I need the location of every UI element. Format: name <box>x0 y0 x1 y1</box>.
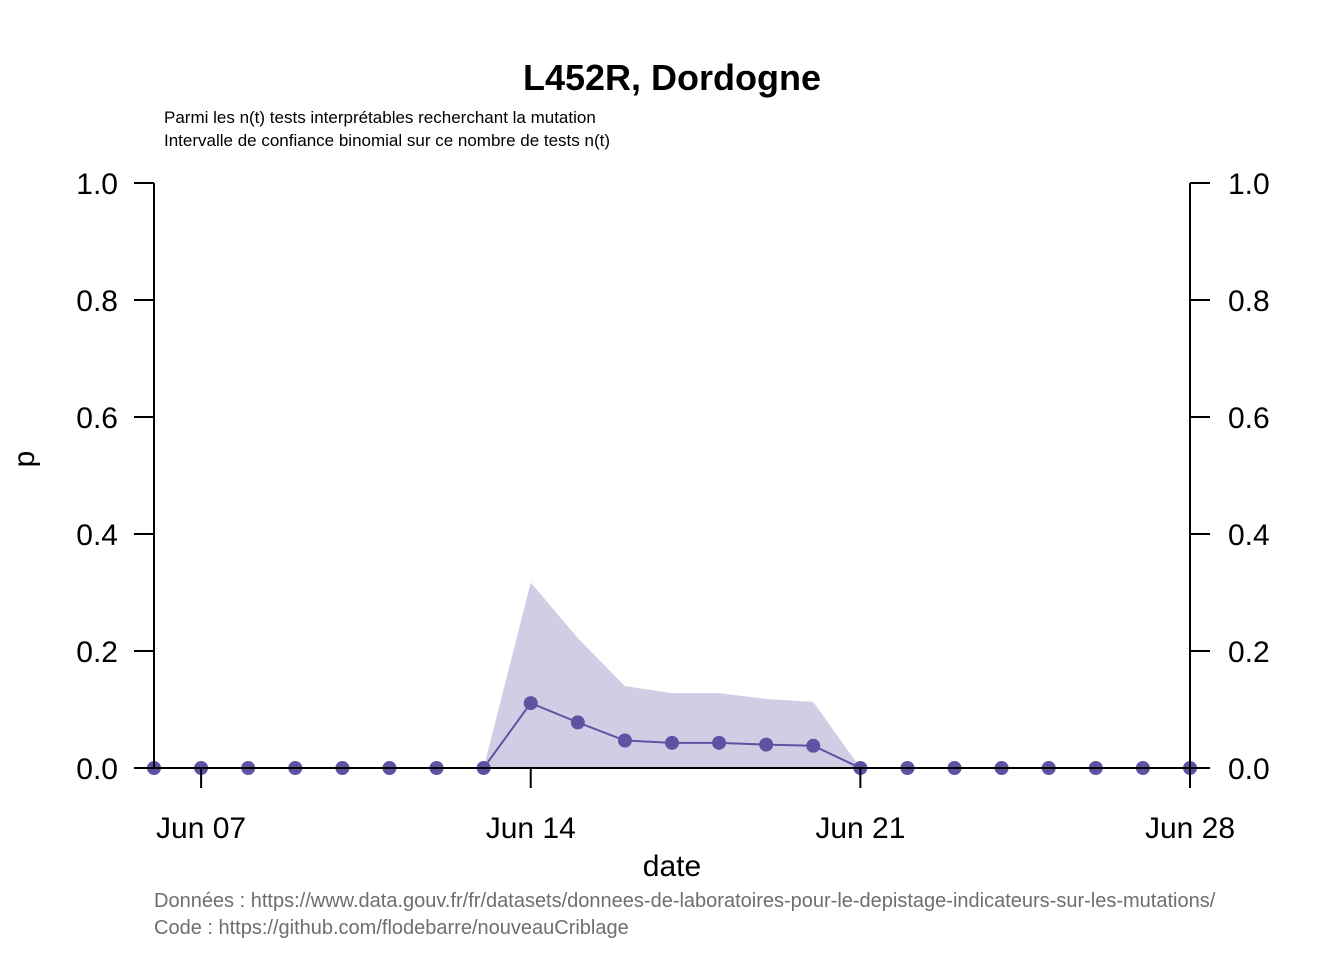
data-point <box>523 696 538 711</box>
data-point <box>712 735 727 750</box>
y-ticks-left: 0.0 0.2 0.4 0.6 0.8 1.0 <box>76 168 154 786</box>
y-axis-right: 0.0 0.2 0.4 0.6 0.8 1.0 <box>1189 168 1270 786</box>
y-tick-label: 0.0 <box>76 753 118 786</box>
y-right-tick-label: 1.0 <box>1228 168 1270 201</box>
plot-area <box>147 582 1197 775</box>
data-point <box>617 733 632 748</box>
data-point <box>665 735 679 750</box>
x-tick-label: Jun 28 <box>1145 812 1235 845</box>
data-point <box>759 737 774 752</box>
y-tick-label: 0.8 <box>76 285 118 318</box>
x-tick-label: Jun 07 <box>156 812 246 845</box>
chart-subtitle-line-2: Intervalle de confiance binomial sur ce … <box>164 131 610 150</box>
code-source-line: Code : https://github.com/flodebarre/nou… <box>154 917 629 939</box>
chart-subtitle-line-1: Parmi les n(t) tests interprétables rech… <box>164 108 596 127</box>
data-point <box>806 738 821 753</box>
y-tick-label: 1.0 <box>76 168 118 201</box>
y-axis-left: 0.0 0.2 0.4 0.6 0.8 1.0 <box>76 168 155 786</box>
y-ticks-right: 0.0 0.2 0.4 0.6 0.8 1.0 <box>1190 168 1270 786</box>
x-axis: Jun 07 Jun 14 Jun 21 Jun 28 <box>154 767 1235 845</box>
chart-title: L452R, Dordogne <box>523 57 821 98</box>
data-point <box>570 715 585 730</box>
y-right-tick-label: 0.8 <box>1228 285 1270 318</box>
x-tick-label: Jun 14 <box>486 812 576 845</box>
y-right-tick-label: 0.4 <box>1228 519 1270 552</box>
y-axis-label: p <box>8 451 41 468</box>
x-axis-label: date <box>643 850 701 883</box>
y-tick-label: 0.6 <box>76 402 118 435</box>
y-tick-label: 0.2 <box>76 636 118 669</box>
x-tick-label: Jun 21 <box>815 812 905 845</box>
y-right-tick-label: 0.6 <box>1228 402 1270 435</box>
y-right-tick-label: 0.0 <box>1228 753 1270 786</box>
data-source-line: Données : https://www.data.gouv.fr/fr/da… <box>154 890 1216 912</box>
y-tick-label: 0.4 <box>76 519 118 552</box>
x-ticks: Jun 07 Jun 14 Jun 21 Jun 28 <box>156 768 1235 845</box>
y-right-tick-label: 0.2 <box>1228 636 1270 669</box>
